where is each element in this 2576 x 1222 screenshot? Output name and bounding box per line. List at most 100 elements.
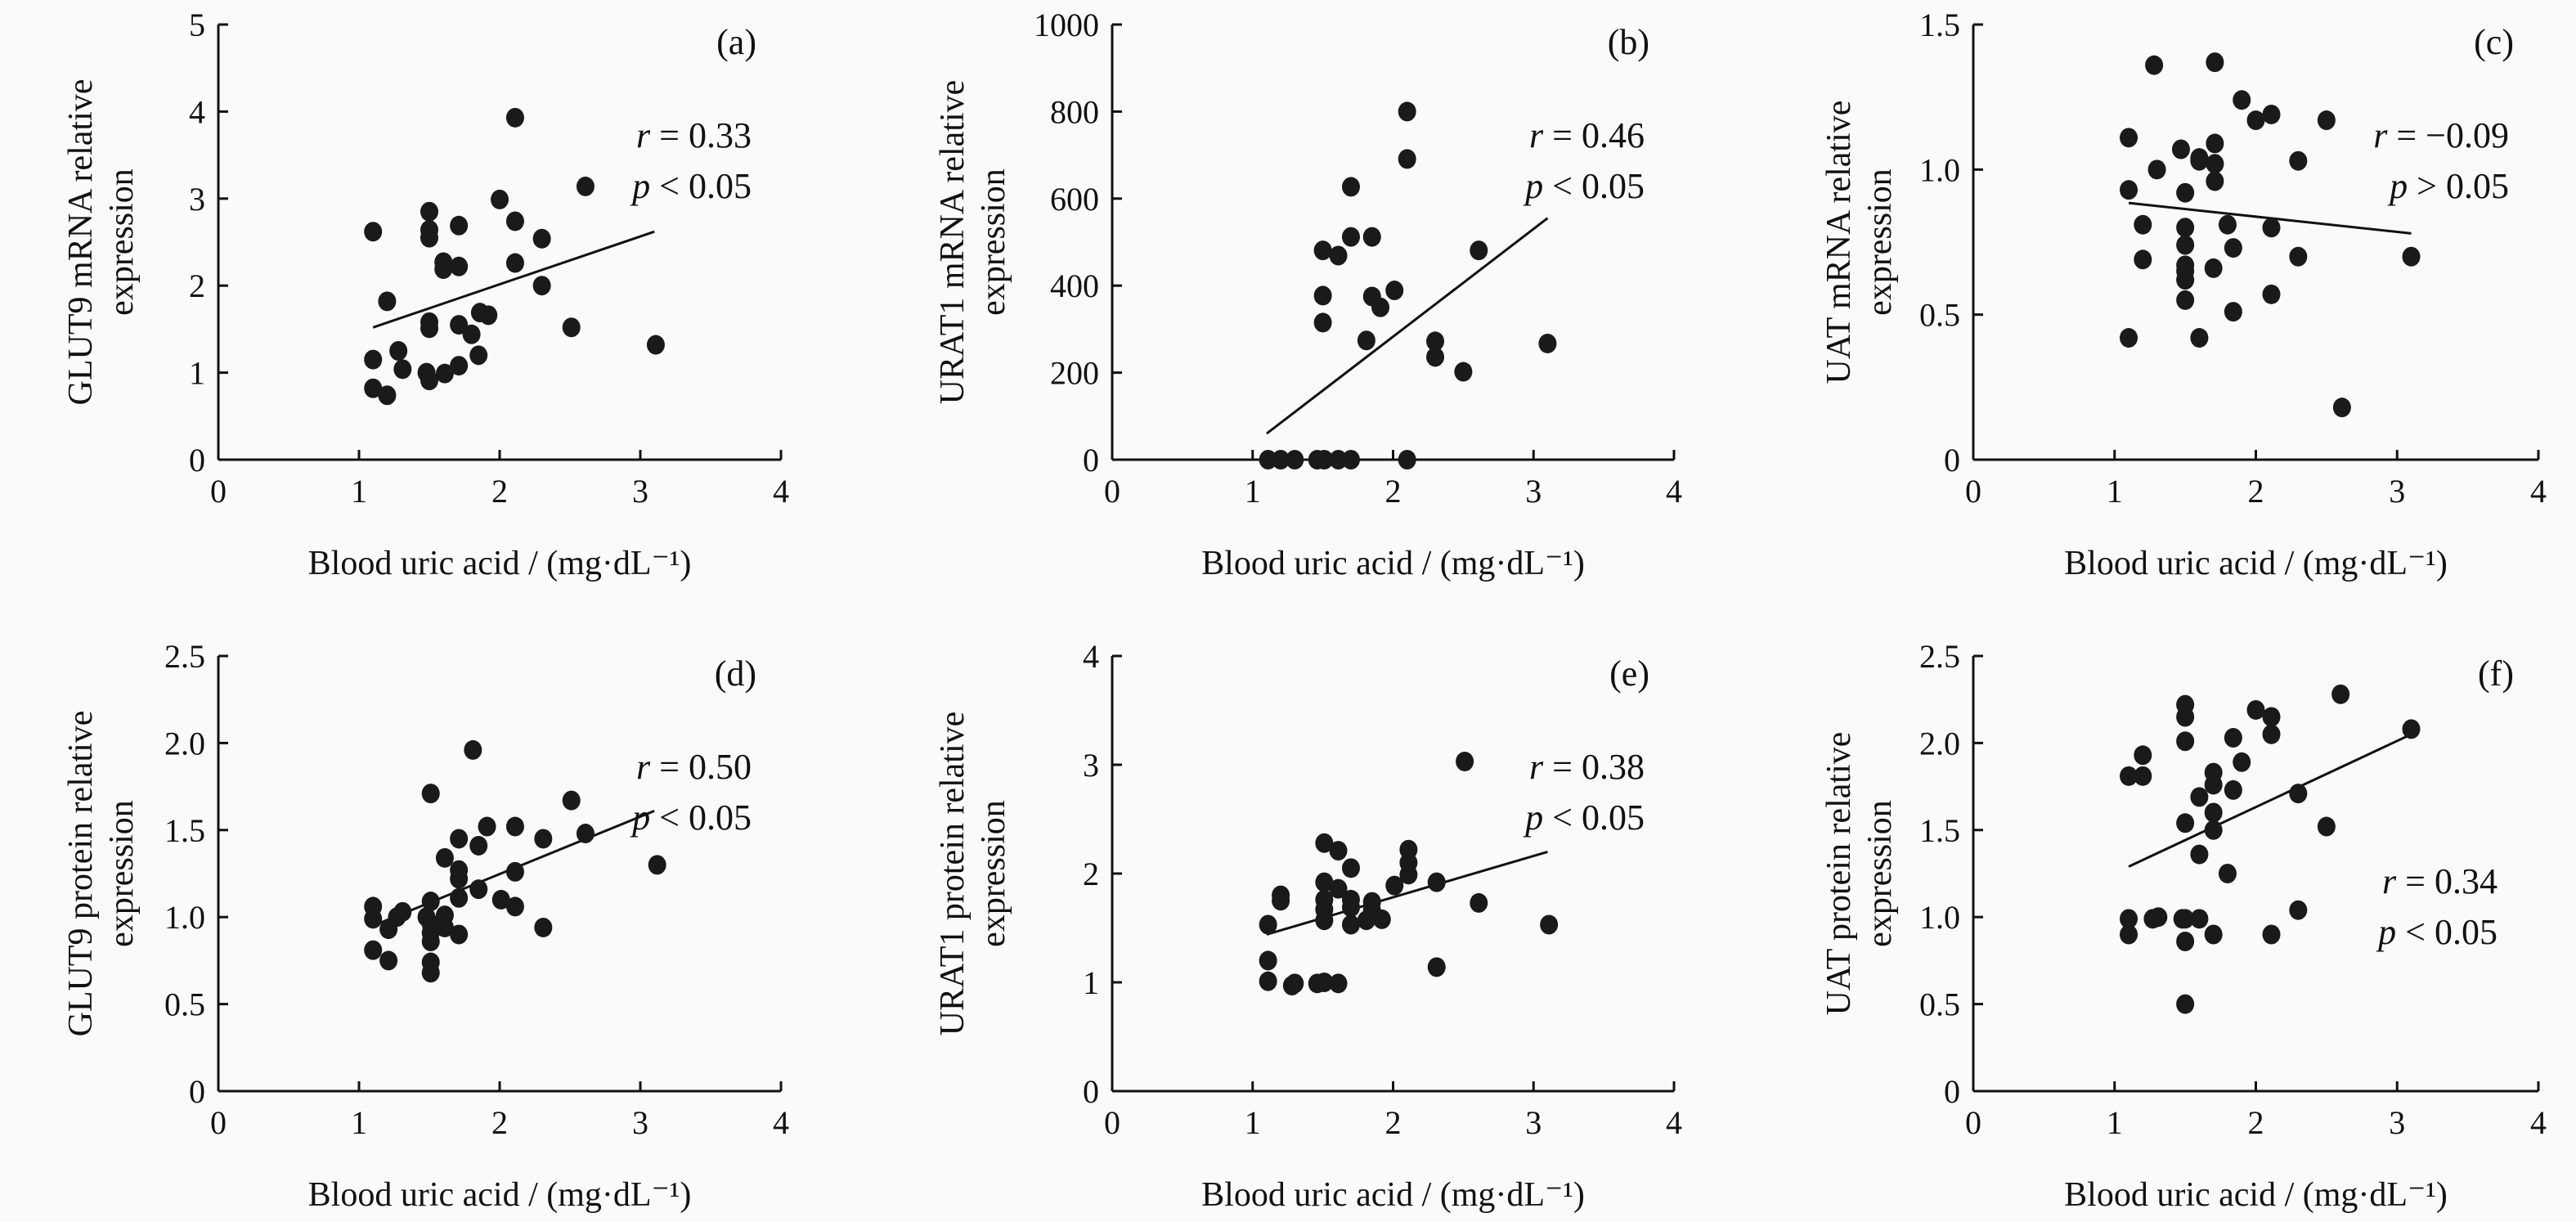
y-tick-label: 0	[1944, 1073, 1960, 1110]
data-point	[2134, 249, 2152, 270]
data-point	[469, 879, 488, 900]
data-point	[505, 816, 524, 837]
x-tick-label: 1	[1245, 1104, 1261, 1141]
r-value: = 0.50	[659, 747, 752, 787]
scatter-panel-e: 0 1 2 3 4 0 1 2 3 4 Blood uric acid / (mg·dL⁻¹) URA…	[934, 638, 1682, 1214]
y-tick-label: 2.0	[1919, 725, 1960, 762]
data-point	[421, 784, 440, 804]
data-point	[2176, 994, 2195, 1014]
data-point	[1259, 450, 1277, 469]
y-axis-title: UAT mRNA relative	[1820, 101, 1858, 384]
panel-label: (d)	[715, 654, 756, 694]
data-point	[1259, 914, 1277, 935]
r-statistic: r = 0.46	[1529, 115, 1645, 155]
data-point	[2204, 775, 2223, 795]
data-point	[2402, 246, 2421, 267]
panel-label: (e)	[1609, 654, 1649, 694]
data-point	[1362, 227, 1381, 247]
x-tick-label: 3	[632, 1104, 648, 1141]
data-point	[378, 385, 397, 406]
y-tick-label: 1.0	[164, 899, 205, 936]
p-value: < 0.05	[1552, 166, 1645, 206]
y-tick-label: 1.5	[164, 812, 205, 849]
data-point	[435, 847, 454, 868]
data-point	[1427, 957, 1446, 977]
y-tick-label: 0	[1944, 442, 1960, 478]
data-point	[1315, 450, 1334, 469]
p-value: < 0.05	[1552, 797, 1645, 838]
p-space	[650, 166, 659, 206]
x-tick-label: 1	[351, 473, 367, 510]
y-tick-label: 1	[189, 355, 205, 392]
data-point	[2262, 284, 2281, 304]
x-tick-label: 4	[1666, 473, 1682, 510]
x-tick-label: 3	[1525, 473, 1542, 510]
r-space	[650, 747, 659, 787]
data-point	[450, 887, 469, 908]
data-point	[1341, 227, 1360, 247]
p-value: > 0.05	[2417, 166, 2509, 206]
y-axis-title: expression	[975, 168, 1012, 316]
data-point	[532, 228, 551, 249]
data-point	[1315, 833, 1334, 853]
data-point	[2262, 707, 2281, 727]
x-tick-label: 2	[491, 1104, 508, 1141]
data-point	[1426, 331, 1445, 352]
data-point	[450, 256, 469, 276]
data-point	[2190, 328, 2209, 348]
data-point	[1426, 347, 1445, 367]
data-point	[1313, 312, 1332, 333]
x-tick-label: 4	[1666, 1104, 1682, 1141]
data-point	[2262, 724, 2281, 744]
y-tick-label: 400	[1050, 267, 1099, 304]
y-tick-label: 0	[1083, 442, 1099, 478]
y-tick-label: 0	[189, 1073, 205, 1110]
x-tick-label: 3	[1525, 1104, 1542, 1141]
regression-line	[2128, 733, 2412, 868]
data-point	[2224, 779, 2242, 800]
data-point	[646, 335, 665, 355]
data-point	[2206, 133, 2224, 154]
y-tick-label: 200	[1050, 355, 1099, 392]
data-point	[2218, 864, 2237, 883]
y-tick-label: 1.5	[1919, 812, 1960, 849]
data-point	[2120, 924, 2138, 945]
y-tick-label: 0.5	[164, 986, 205, 1023]
data-point	[2204, 924, 2223, 945]
data-point	[1357, 910, 1376, 931]
data-point	[2120, 328, 2138, 348]
data-point	[2176, 813, 2195, 833]
data-point	[2289, 784, 2308, 804]
data-point	[1315, 872, 1334, 892]
data-point	[364, 378, 383, 398]
data-point	[2176, 931, 2195, 951]
x-tick-label: 0	[1965, 1104, 1981, 1141]
y-tick-label: 5	[189, 7, 205, 43]
y-tick-label: 2	[189, 267, 205, 304]
panel-label: (c)	[2474, 22, 2514, 62]
x-tick-label: 0	[210, 473, 227, 510]
y-tick-label: 2.0	[164, 725, 205, 762]
x-tick-label: 0	[1104, 473, 1120, 510]
y-tick-label: 3	[189, 181, 205, 218]
data-point	[1259, 971, 1277, 991]
data-point	[420, 371, 438, 391]
r-statistic: r = 0.38	[1529, 747, 1645, 787]
panel-label: (b)	[1608, 22, 1649, 62]
y-tick-label: 1.0	[1919, 151, 1960, 188]
data-point	[1313, 240, 1332, 261]
data-point	[1272, 450, 1290, 469]
data-point	[576, 824, 595, 844]
data-point	[491, 189, 509, 209]
y-axis-title: URAT1 protein relative	[934, 712, 972, 1036]
data-point	[378, 291, 397, 312]
data-point	[1398, 101, 1416, 122]
p-space	[2408, 166, 2417, 206]
data-point	[2171, 139, 2190, 159]
data-point	[2289, 246, 2308, 267]
p-symbol: p	[2387, 166, 2408, 206]
data-point	[534, 829, 553, 849]
x-tick-label: 2	[1385, 1104, 1402, 1141]
data-point	[364, 909, 383, 929]
r-symbol: r	[2373, 115, 2388, 155]
